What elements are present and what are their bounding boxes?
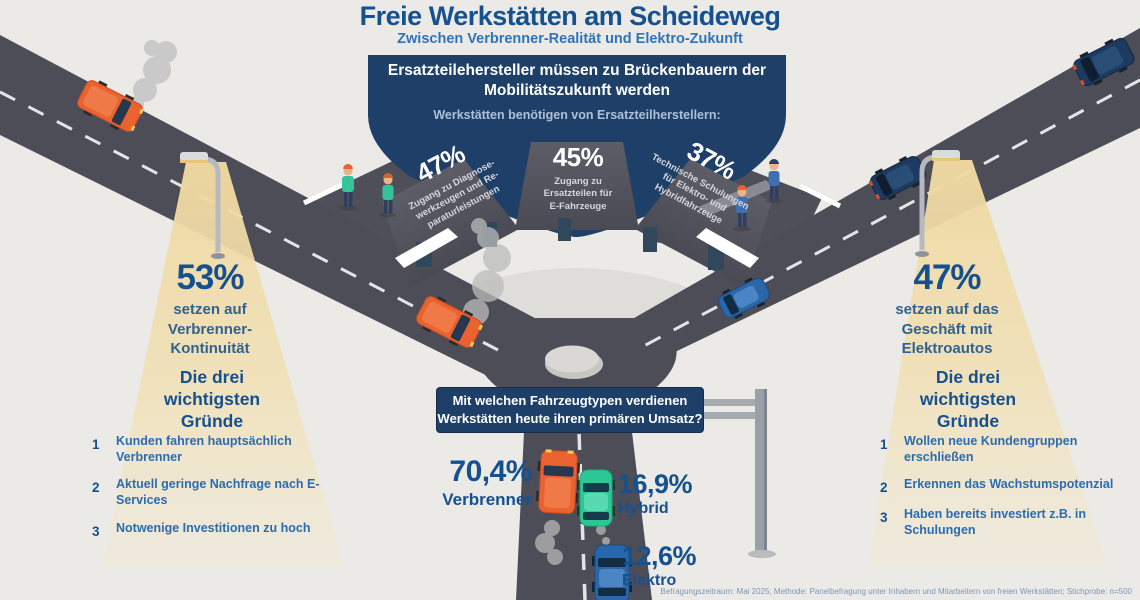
stat-verbrenner: 53% setzen auf Verbrenner- Kontinuität [115, 258, 305, 359]
revenue-label: Hybrid [618, 500, 669, 517]
car-sedan-blue-middle [718, 277, 770, 320]
revenue-stat-elektro: 12,6% Elektro [622, 541, 742, 590]
list-item: 3 Notwenige Investitionen zu hoch [92, 521, 330, 539]
reason-text: Aktuell geringe Nachfrage nach E-Service… [116, 477, 320, 507]
reason-number: 2 [880, 480, 888, 496]
need-panel-spare-parts: 45% Zugang zu Ersatzteilen für E-Fahrzeu… [520, 142, 636, 213]
stat-label: setzen auf das Geschäft mit Elektroautos [895, 301, 999, 357]
bridge-headline: Ersatzteilehersteller müssen zu Brückenb… [387, 62, 767, 100]
reason-number: 3 [880, 510, 888, 526]
reasons-title-right: Die drei wichtigsten Gründe [919, 367, 1017, 431]
reason-text: Erkennen das Wachstumspotenzial [904, 477, 1114, 492]
page-title: Freie Werkstätten am Scheideweg [359, 1, 781, 31]
bridge-ramp-right [696, 228, 759, 268]
bridge-structure [368, 55, 786, 288]
car-suv-navy-topright [1072, 37, 1135, 87]
bridge-panel-center [515, 142, 639, 230]
reason-text: Haben bereits investiert z.B. in Schulun… [904, 507, 1086, 537]
page-subtitle: Zwischen Verbrenner-Realität und Elektro… [397, 31, 743, 47]
street-lamp-left [180, 152, 225, 259]
stat-label: setzen auf Verbrenner- Kontinuität [167, 301, 253, 357]
need-label: Zugang zu Ersatzteilen für E-Fahrzeuge [543, 176, 613, 212]
reasons-list-right: 1 Wollen neue Kundengruppen erschließen … [880, 434, 1118, 539]
smoke-bottom-van [535, 520, 610, 565]
revenue-value: 70,4% [449, 455, 532, 488]
reasons-list-left: 1 Kunden fahren hauptsächlich Verbrenner… [92, 434, 330, 539]
revenue-value: 12,6% [622, 541, 697, 571]
reason-number: 2 [92, 480, 100, 496]
revenue-stat-hybrid: 16,9% Hybrid [618, 469, 738, 518]
list-item: 2 Erkennen das Wachstumspotenzial [880, 477, 1118, 495]
stat-value: 53% [176, 258, 244, 297]
car-elektro-blue-bottom [592, 544, 632, 600]
reason-number: 3 [92, 523, 100, 539]
list-item: 1 Kunden fahren hauptsächlich Verbrenner [92, 434, 330, 465]
worker-figures-left [339, 164, 396, 218]
revenue-label: Elektro [622, 572, 677, 589]
street-lamp-right [915, 150, 960, 257]
reason-number: 1 [92, 437, 100, 452]
light-cone-left [102, 162, 345, 568]
guardrail-right [798, 183, 842, 209]
car-sedan-navy-right [868, 156, 927, 201]
reason-text: Wollen neue Kundengruppen erschließen [904, 434, 1078, 464]
revenue-stat-verbrenner: 70,4% Verbrenner [392, 455, 532, 510]
question-sign: Mit welchen Fahrzeugtypen verdienen Werk… [436, 387, 704, 433]
car-van-orange-bottom [535, 449, 581, 515]
reason-text: Kunden fahren hauptsächlich Verbrenner [116, 434, 292, 464]
reason-number: 1 [880, 437, 888, 452]
sign-post [700, 389, 776, 558]
car-van-orange-middle [416, 296, 483, 348]
footnote: Befragungszeitraum: Mai 2025; Methode: P… [660, 587, 1132, 596]
bridge-ramp-left [395, 228, 458, 268]
need-value: 45% [552, 142, 604, 172]
bridge-intro: Werkstätten benötigen von Ersatzteilhers… [433, 108, 721, 123]
smoke-topleft-van [128, 40, 177, 112]
revenue-value: 16,9% [618, 469, 693, 499]
guardrail-left [302, 182, 344, 206]
road-right [564, 28, 1140, 392]
reason-text: Notwenige Investitionen zu hoch [116, 520, 311, 535]
list-item: 3 Haben bereits investiert z.B. in Schul… [880, 507, 1118, 538]
worker-figures-right [700, 159, 782, 232]
roundabout-island [545, 345, 599, 373]
stat-elektro: 47% setzen auf das Geschäft mit Elektroa… [852, 258, 1042, 359]
car-van-orange-topleft [77, 80, 144, 132]
light-cone-right [868, 160, 1108, 566]
bridge-box: Ersatzteilehersteller müssen zu Brückenb… [372, 61, 782, 122]
list-item: 1 Wollen neue Kundengruppen erschließen [880, 434, 1118, 465]
car-hybrid-green-bottom [577, 469, 615, 527]
stat-value: 47% [913, 258, 981, 297]
list-item: 2 Aktuell geringe Nachfrage nach E-Servi… [92, 477, 330, 508]
revenue-label: Verbrenner [442, 490, 532, 509]
reasons-title-left: Die drei wichtigsten Gründe [163, 367, 261, 431]
